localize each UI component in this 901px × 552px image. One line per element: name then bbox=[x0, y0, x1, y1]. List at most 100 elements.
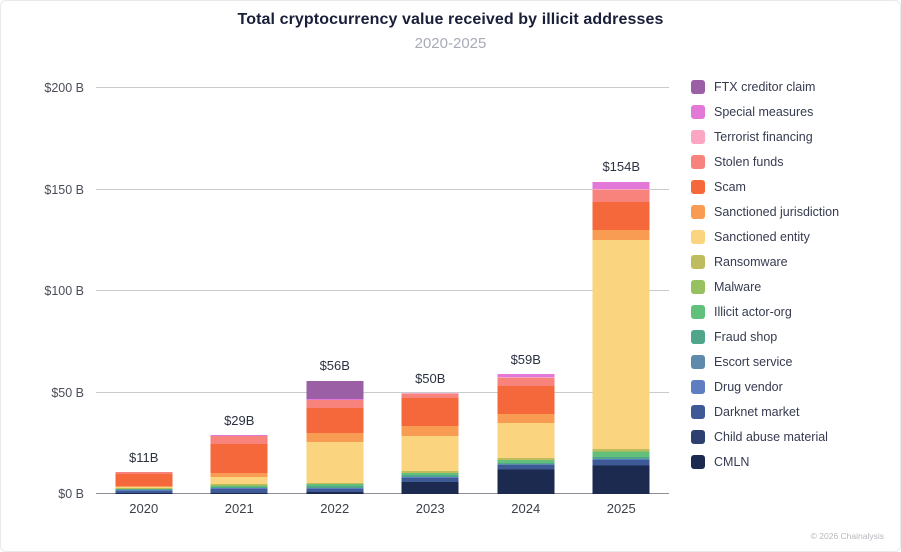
segment-illicit-actor-org[interactable] bbox=[592, 452, 650, 457]
segment-escort-service[interactable] bbox=[497, 464, 555, 465]
bar-2022[interactable]: $56B bbox=[287, 88, 383, 494]
segment-illicit-actor-org[interactable] bbox=[306, 484, 364, 487]
segment-special-measures[interactable] bbox=[592, 181, 650, 189]
bar-2024[interactable]: $59B bbox=[478, 88, 574, 494]
segment-terrorist-financing[interactable] bbox=[592, 188, 650, 190]
legend-item-child-abuse-material[interactable]: Child abuse material bbox=[691, 430, 839, 444]
bar-2020[interactable]: $11B bbox=[96, 88, 192, 494]
segment-scam[interactable] bbox=[115, 473, 173, 487]
segment-sanctioned-jurisdiction[interactable] bbox=[115, 486, 173, 488]
legend-label: Malware bbox=[714, 280, 762, 294]
segment-stolen-funds[interactable] bbox=[401, 393, 459, 398]
segment-sanctioned-jurisdiction[interactable] bbox=[497, 414, 555, 424]
legend-item-cmln[interactable]: CMLN bbox=[691, 455, 839, 469]
legend-item-drug-vendor[interactable]: Drug vendor bbox=[691, 380, 839, 394]
segment-sanctioned-jurisdiction[interactable] bbox=[401, 425, 459, 437]
legend-item-escort-service[interactable]: Escort service bbox=[691, 355, 839, 369]
segment-illicit-actor-org[interactable] bbox=[115, 488, 173, 490]
segment-ransomware[interactable] bbox=[592, 449, 650, 452]
segment-cmln[interactable] bbox=[497, 469, 555, 494]
legend-item-special-measures[interactable]: Special measures bbox=[691, 105, 839, 119]
segment-stolen-funds[interactable] bbox=[497, 378, 555, 386]
segment-malware[interactable] bbox=[497, 459, 555, 461]
bar-2025[interactable]: $154B bbox=[574, 88, 670, 494]
segment-fraud-shop[interactable] bbox=[401, 475, 459, 477]
segment-sanctioned-jurisdiction[interactable] bbox=[306, 433, 364, 443]
segment-terrorist-financing[interactable] bbox=[497, 377, 555, 379]
bar-2021[interactable]: $29B bbox=[192, 88, 288, 494]
segment-special-measures[interactable] bbox=[497, 374, 555, 378]
legend-item-illicit-actor-org[interactable]: Illicit actor-org bbox=[691, 305, 839, 319]
segment-darknet-market[interactable] bbox=[115, 490, 173, 494]
segment-fraud-shop[interactable] bbox=[306, 486, 364, 488]
segment-illicit-actor-org[interactable] bbox=[401, 473, 459, 476]
segment-stolen-funds[interactable] bbox=[115, 472, 173, 474]
segment-sanctioned-entity[interactable] bbox=[497, 423, 555, 458]
segment-fraud-shop[interactable] bbox=[592, 456, 650, 459]
segment-drug-vendor[interactable] bbox=[306, 487, 364, 489]
segment-cmln[interactable] bbox=[592, 465, 650, 494]
legend-item-stolen-funds[interactable]: Stolen funds bbox=[691, 155, 839, 169]
legend-item-sanctioned-jurisdiction[interactable]: Sanctioned jurisdiction bbox=[691, 205, 839, 219]
segment-drug-vendor[interactable] bbox=[210, 488, 268, 489]
segment-drug-vendor[interactable] bbox=[401, 477, 459, 479]
segment-darknet-market[interactable] bbox=[306, 488, 364, 492]
segment-scam[interactable] bbox=[306, 407, 364, 434]
segment-sanctioned-entity[interactable] bbox=[115, 487, 173, 489]
segment-terrorist-financing[interactable] bbox=[401, 393, 459, 394]
segment-scam[interactable] bbox=[592, 201, 650, 231]
segment-drug-vendor[interactable] bbox=[592, 459, 650, 461]
copyright: © 2026 Chainalysis bbox=[810, 531, 884, 541]
segment-sanctioned-entity[interactable] bbox=[592, 240, 650, 450]
segment-sanctioned-jurisdiction[interactable] bbox=[210, 473, 268, 478]
segment-escort-service[interactable] bbox=[401, 476, 459, 478]
segment-cmln[interactable] bbox=[210, 493, 268, 494]
legend-item-sanctioned-entity[interactable]: Sanctioned entity bbox=[691, 230, 839, 244]
segment-darknet-market[interactable] bbox=[592, 460, 650, 466]
legend-item-scam[interactable]: Scam bbox=[691, 180, 839, 194]
legend-item-ftx-creditor-claim[interactable]: FTX creditor claim bbox=[691, 80, 839, 94]
segment-scam[interactable] bbox=[497, 385, 555, 415]
segment-sanctioned-jurisdiction[interactable] bbox=[592, 230, 650, 241]
segment-cmln[interactable] bbox=[115, 493, 173, 494]
segment-ftx-creditor-claim[interactable] bbox=[306, 380, 364, 399]
segment-fraud-shop[interactable] bbox=[210, 486, 268, 488]
x-axis-label: 2023 bbox=[415, 501, 445, 516]
segment-special-measures[interactable] bbox=[306, 398, 364, 400]
segment-special-measures[interactable] bbox=[401, 392, 459, 394]
legend-item-fraud-shop[interactable]: Fraud shop bbox=[691, 330, 839, 344]
segment-ransomware[interactable] bbox=[210, 484, 268, 486]
segment-cmln[interactable] bbox=[401, 481, 459, 494]
segment-malware[interactable] bbox=[592, 451, 650, 453]
segment-drug-vendor[interactable] bbox=[497, 464, 555, 466]
segment-illicit-actor-org[interactable] bbox=[497, 460, 555, 463]
legend-item-terrorist-financing[interactable]: Terrorist financing bbox=[691, 130, 839, 144]
segment-ransomware[interactable] bbox=[497, 457, 555, 460]
segment-malware[interactable] bbox=[306, 483, 364, 485]
segment-stolen-funds[interactable] bbox=[210, 435, 268, 444]
segment-scam[interactable] bbox=[401, 397, 459, 426]
segment-scam[interactable] bbox=[210, 443, 268, 474]
segment-stolen-funds[interactable] bbox=[592, 189, 650, 202]
segment-escort-service[interactable] bbox=[592, 458, 650, 460]
segment-darknet-market[interactable] bbox=[401, 478, 459, 482]
legend-item-ransomware[interactable]: Ransomware bbox=[691, 255, 839, 269]
segment-ransomware[interactable] bbox=[306, 482, 364, 484]
legend-item-malware[interactable]: Malware bbox=[691, 280, 839, 294]
segment-darknet-market[interactable] bbox=[497, 465, 555, 470]
segment-ransomware[interactable] bbox=[401, 470, 459, 473]
segment-sanctioned-entity[interactable] bbox=[306, 442, 364, 483]
legend-item-darknet-market[interactable]: Darknet market bbox=[691, 405, 839, 419]
legend-label: Scam bbox=[714, 180, 746, 194]
segment-malware[interactable] bbox=[401, 472, 459, 474]
segment-sanctioned-entity[interactable] bbox=[401, 436, 459, 471]
segment-fraud-shop[interactable] bbox=[115, 489, 173, 491]
segment-illicit-actor-org[interactable] bbox=[210, 485, 268, 487]
bar-2023[interactable]: $50B bbox=[383, 88, 479, 494]
segment-stolen-funds[interactable] bbox=[306, 399, 364, 408]
segment-cmln[interactable] bbox=[306, 491, 364, 494]
segment-fraud-shop[interactable] bbox=[497, 462, 555, 465]
segment-darknet-market[interactable] bbox=[210, 488, 268, 494]
segment-sanctioned-entity[interactable] bbox=[210, 477, 268, 485]
legend-label: CMLN bbox=[714, 455, 750, 469]
